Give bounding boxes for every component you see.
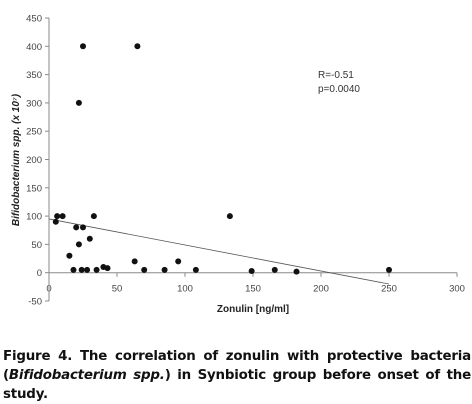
- y-tick-label: 450: [26, 14, 42, 25]
- data-point: [386, 266, 392, 273]
- y-tick-label: 200: [26, 155, 42, 166]
- annotation-p: p=0.0040: [318, 84, 360, 95]
- caption-text-2: ) in Synbiotic group before onset of the…: [3, 368, 472, 402]
- data-point: [90, 213, 97, 220]
- x-tick-label: 100: [177, 284, 193, 295]
- data-point: [80, 43, 86, 50]
- data-point: [93, 266, 100, 273]
- data-point: [226, 213, 233, 220]
- y-tick-label: 0: [37, 268, 42, 279]
- data-point: [141, 266, 148, 273]
- trendline: [48, 218, 390, 285]
- y-tick-label: -50: [28, 297, 42, 308]
- data-point: [271, 266, 278, 273]
- data-point: [248, 268, 255, 275]
- figure-caption: Figure 4. The correlation of zonulin wit…: [3, 347, 471, 404]
- annotation-r: R=-0.51: [318, 70, 354, 81]
- data-point: [70, 266, 77, 273]
- y-tick-label: 100: [26, 212, 42, 223]
- caption-italic: Bifidobacterium spp.: [8, 368, 165, 383]
- data-point: [59, 213, 66, 220]
- x-tick-label: 300: [449, 284, 465, 295]
- y-tick-label: 250: [26, 127, 42, 138]
- data-point: [78, 266, 85, 273]
- y-tick-label: 50: [31, 240, 42, 251]
- x-tick-label: 150: [245, 284, 261, 295]
- y-tick-label: 350: [26, 70, 42, 81]
- x-tick-label: 250: [381, 284, 397, 295]
- scatter-chart: -50 0 50 100 150 200 250 300 350 400 450 0 50 100 150…: [11, 14, 465, 316]
- data-point: [54, 213, 61, 220]
- data-point: [52, 218, 59, 225]
- data-point: [192, 266, 199, 273]
- data-point: [161, 266, 168, 273]
- data-point: [134, 43, 141, 50]
- y-tick-label: 300: [26, 98, 42, 109]
- data-point: [80, 224, 86, 231]
- y-tick-label: 400: [26, 42, 42, 53]
- data-point: [66, 252, 73, 259]
- data-point: [104, 265, 111, 272]
- data-point: [75, 241, 82, 248]
- data-point: [175, 258, 182, 265]
- caption-text-1: Figure 4. The correlation of zonulin wit…: [3, 349, 471, 383]
- x-axis-title: Zonulin [ng/ml]: [217, 304, 289, 315]
- data-point: [86, 235, 93, 242]
- data-point: [131, 258, 138, 265]
- x-tick-label: 50: [112, 284, 123, 295]
- data-point: [293, 268, 300, 275]
- x-tick-label: 200: [313, 284, 329, 295]
- y-tick-label: 150: [26, 183, 42, 194]
- data-points: [52, 43, 392, 275]
- y-axis-title: Bifidobacterium spp. (x 10⁷): [11, 93, 22, 226]
- y-axis-ticks: -50 0 50 100 150 200 250 300 350 400 450: [26, 14, 49, 308]
- data-point: [84, 266, 91, 273]
- data-point: [75, 99, 82, 106]
- data-point: [73, 224, 80, 231]
